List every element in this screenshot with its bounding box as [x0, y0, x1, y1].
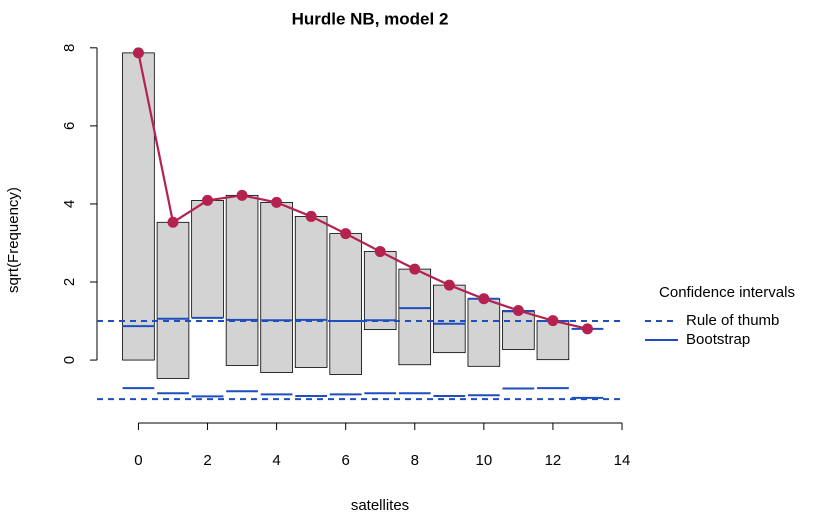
- expected-point: [374, 246, 386, 258]
- bar: [225, 194, 259, 366]
- expected-point: [581, 323, 593, 335]
- chart-title: Hurdle NB, model 2: [292, 9, 449, 28]
- expected-point: [202, 194, 214, 206]
- expected-point: [132, 47, 144, 59]
- x-tick-label: 12: [545, 452, 562, 469]
- bar: [502, 310, 535, 350]
- y-tick-label: 4: [61, 200, 78, 208]
- expected-point: [478, 293, 490, 305]
- bar: [191, 200, 224, 318]
- y-tick-label: 8: [61, 44, 78, 52]
- expected-line: [137, 52, 588, 330]
- expected-point: [340, 228, 352, 240]
- legend-label: Rule of thumb: [686, 312, 779, 329]
- expected-point: [547, 315, 559, 327]
- y-tick-label: 6: [61, 122, 78, 130]
- bar: [536, 320, 570, 361]
- expected-point: [167, 216, 179, 228]
- x-tick-label: 6: [342, 452, 350, 469]
- expected-point: [305, 210, 317, 222]
- bar: [156, 221, 190, 379]
- legend-label: Bootstrap: [686, 331, 750, 348]
- x-tick-label: 14: [614, 452, 631, 469]
- bar: [122, 52, 155, 361]
- y-axis-label: sqrt(Frequency): [5, 187, 22, 293]
- y-tick-label: 0: [61, 356, 78, 364]
- expected-point: [443, 279, 455, 291]
- expected-point: [236, 189, 248, 201]
- x-axis-label: satellites: [351, 497, 409, 514]
- expected-point: [409, 263, 421, 275]
- bar: [363, 251, 397, 331]
- bar: [294, 216, 328, 368]
- bar: [260, 201, 293, 373]
- bar: [329, 233, 362, 375]
- bar: [433, 284, 466, 354]
- x-tick-label: 10: [475, 452, 492, 469]
- legend-title: Confidence intervals: [659, 284, 795, 301]
- expected-point: [512, 304, 524, 316]
- x-tick-label: 0: [134, 452, 142, 469]
- bar: [398, 268, 432, 366]
- bar: [467, 298, 501, 367]
- x-tick-label: 8: [411, 452, 419, 469]
- y-tick-label: 2: [61, 278, 78, 286]
- x-tick-label: 4: [272, 452, 280, 469]
- x-tick-label: 2: [203, 452, 211, 469]
- expected-point: [271, 196, 283, 208]
